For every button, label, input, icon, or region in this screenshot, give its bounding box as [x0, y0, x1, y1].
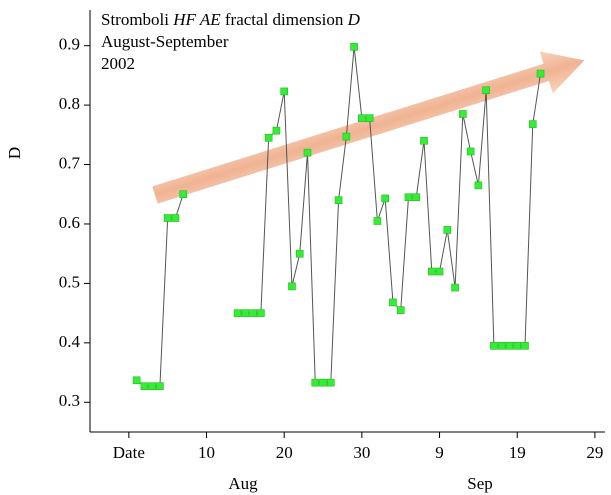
month-label: Aug: [228, 474, 258, 493]
x-tick-label: Date: [113, 443, 145, 462]
title-segment: fractal dimension: [221, 10, 348, 29]
data-point: [443, 226, 452, 234]
x-tick-label: 19: [509, 443, 526, 462]
chart-title: August-September: [101, 32, 229, 51]
data-point: [420, 136, 428, 145]
x-tick-label: 10: [198, 443, 215, 462]
y-axis-label: D: [5, 147, 24, 159]
data-point: [233, 309, 242, 317]
data-point: [373, 217, 382, 225]
data-point: [482, 86, 490, 95]
data-point: [513, 342, 522, 350]
data-point: [365, 114, 374, 122]
data-point: [466, 147, 475, 156]
data-point: [521, 342, 529, 350]
data-point: [396, 306, 405, 314]
data-point: [536, 69, 545, 78]
data-point: [249, 309, 257, 317]
data-point: [319, 378, 327, 387]
data-point: [326, 378, 335, 387]
data-point: [295, 249, 304, 258]
data-point: [412, 193, 421, 202]
trend-arrow: [152, 51, 585, 204]
data-point: [163, 214, 172, 222]
data-point: [303, 148, 312, 157]
data-point: [288, 282, 296, 291]
data-point: [311, 378, 320, 387]
data-point: [459, 110, 467, 118]
data-point: [505, 342, 514, 350]
chart-title: Stromboli HF AE fractal dimension D: [101, 10, 361, 29]
data-point: [358, 114, 366, 122]
x-tick-label: 20: [276, 443, 293, 462]
data-point: [171, 214, 180, 222]
data-point: [156, 382, 164, 391]
data-point: [148, 382, 156, 391]
data-point: [264, 133, 273, 142]
data-point: [435, 267, 444, 276]
y-tick-label: 0.5: [59, 272, 80, 291]
x-tick-label: 9: [435, 443, 444, 462]
title-segment: Stromboli: [101, 10, 173, 29]
data-point: [342, 132, 351, 141]
data-point: [257, 309, 265, 317]
x-tick-label: 29: [586, 443, 603, 462]
x-tick-label: 30: [353, 443, 370, 462]
title-segment: HF AE: [172, 10, 221, 29]
y-tick-label: 0.6: [59, 213, 80, 232]
y-tick-label: 0.7: [59, 153, 81, 172]
data-point: [451, 283, 459, 292]
y-tick-label: 0.4: [59, 332, 81, 351]
data-point: [404, 193, 413, 202]
data-point: [334, 196, 343, 204]
data-point: [350, 43, 358, 51]
title-segment: D: [347, 10, 361, 29]
data-point: [132, 376, 141, 385]
data-point: [389, 298, 397, 307]
data-point: [474, 181, 483, 190]
data-point: [272, 126, 281, 135]
month-label: Sep: [467, 474, 493, 493]
y-tick-label: 0.8: [59, 94, 80, 113]
data-point: [280, 87, 288, 96]
data-point: [179, 190, 188, 199]
data-point: [140, 382, 149, 391]
data-point: [381, 194, 389, 203]
data-point: [528, 120, 537, 128]
title-segment: August-September: [101, 32, 229, 51]
y-tick-label: 0.9: [59, 35, 80, 54]
data-point: [427, 267, 436, 276]
data-point: [241, 309, 250, 317]
title-segment: 2002: [101, 54, 135, 73]
data-point: [490, 342, 498, 350]
data-point: [497, 342, 506, 350]
chart-title: 2002: [101, 54, 135, 73]
y-tick-label: 0.3: [59, 391, 80, 410]
